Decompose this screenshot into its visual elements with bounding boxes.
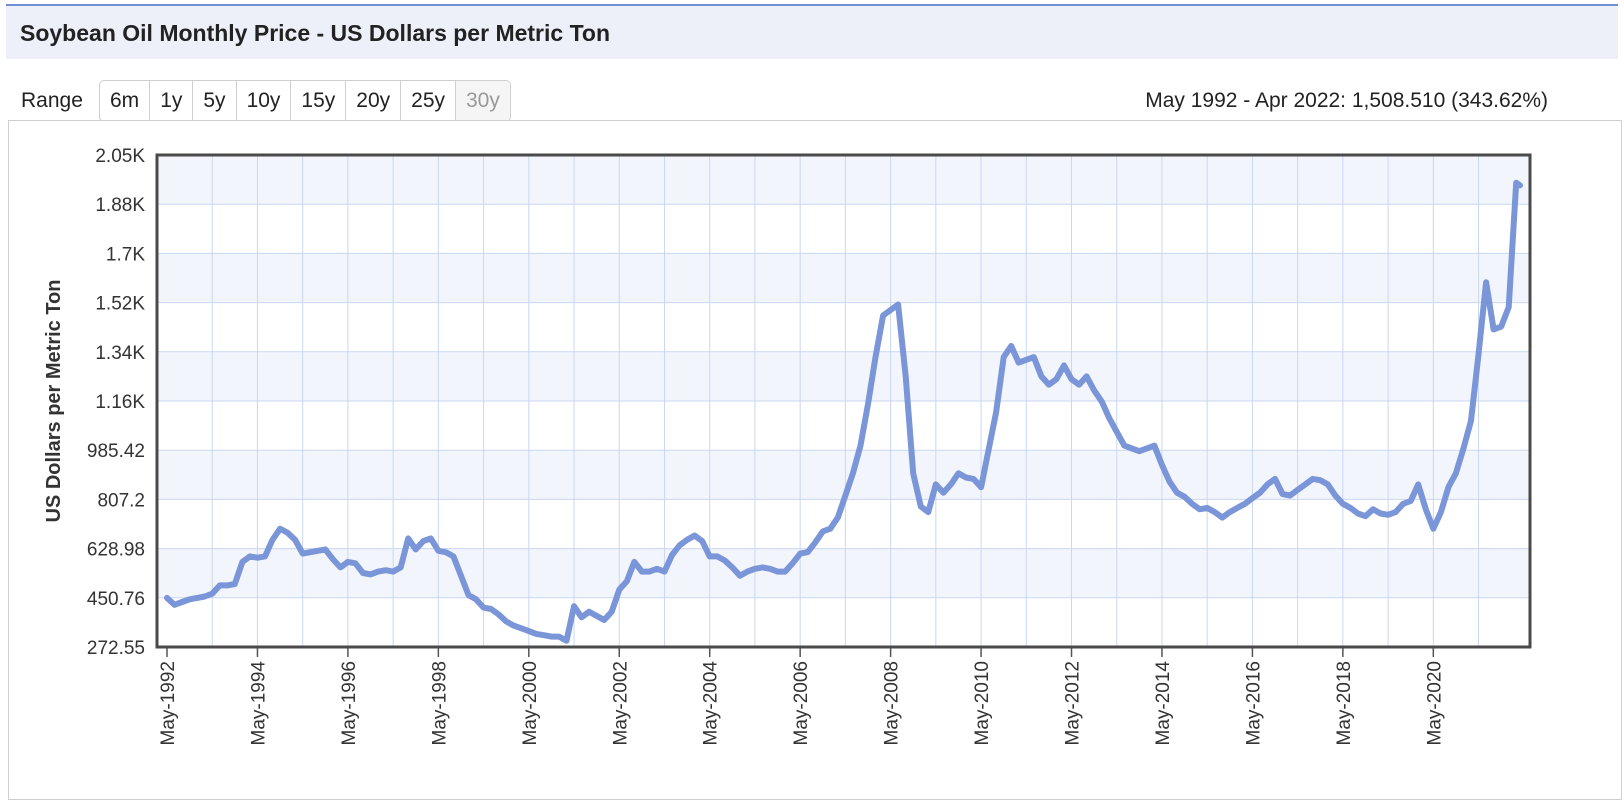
y-tick-label: 2.05K — [95, 146, 145, 167]
range-label: Range — [21, 89, 83, 112]
y-tick-label: 450.76 — [87, 589, 145, 610]
range-button-1y[interactable]: 1y — [150, 81, 194, 121]
x-tick-label: May-2018 — [1334, 661, 1355, 746]
range-button-5y[interactable]: 5y — [193, 81, 237, 121]
x-tick-label: May-2016 — [1243, 661, 1264, 746]
range-button-6m[interactable]: 6m — [100, 81, 151, 121]
y-tick-label: 1.52K — [95, 294, 145, 315]
range-button-25y[interactable]: 25y — [401, 81, 456, 121]
y-tick-label: 628.98 — [87, 540, 145, 561]
x-tick-label: May-2014 — [1153, 661, 1174, 746]
chart-header: Soybean Oil Monthly Price - US Dollars p… — [6, 4, 1618, 59]
x-tick-label: May-1998 — [429, 661, 450, 746]
x-tick-label: May-2010 — [972, 661, 993, 746]
x-tick-label: May-2004 — [701, 661, 722, 746]
range-button-10y[interactable]: 10y — [237, 81, 292, 121]
range-button-20y[interactable]: 20y — [346, 81, 402, 121]
grid-band — [157, 253, 1530, 303]
grid-band — [157, 155, 1530, 205]
plot-border — [155, 153, 1532, 649]
x-tick-label: May-1992 — [158, 661, 179, 746]
y-tick-label: 807.2 — [97, 490, 145, 511]
y-tick-label: 1.88K — [95, 195, 145, 216]
y-tick-label: 985.42 — [87, 441, 145, 462]
grid-band — [157, 450, 1530, 500]
range-selector: 6m 1y 5y 10y 15y 20y 25y 30y — [99, 80, 511, 122]
y-tick-label: 1.34K — [95, 343, 145, 364]
x-tick-label: May-2002 — [610, 661, 631, 746]
x-tick-label: May-2000 — [520, 661, 541, 746]
y-tick-label: 1.16K — [95, 392, 145, 413]
y-tick-label: 1.7K — [106, 244, 145, 265]
x-tick-label: May-1996 — [339, 661, 360, 746]
y-tick-label: 272.55 — [87, 638, 145, 659]
range-button-15y[interactable]: 15y — [291, 81, 347, 121]
x-tick-label: May-2008 — [882, 661, 903, 746]
x-tick-label: May-2012 — [1063, 661, 1084, 746]
series-line — [164, 179, 1523, 644]
chart-title: Soybean Oil Monthly Price - US Dollars p… — [20, 20, 611, 46]
y-axis-title: US Dollars per Metric Ton — [43, 279, 65, 522]
x-tick-label: May-2006 — [791, 661, 812, 746]
x-tick-label: May-2020 — [1424, 661, 1445, 746]
range-summary: May 1992 - Apr 2022: 1,508.510 (343.62%) — [1145, 89, 1548, 112]
x-tick-label: May-1994 — [248, 661, 269, 746]
grid-band — [157, 351, 1530, 401]
range-button-30y[interactable]: 30y — [456, 81, 510, 121]
